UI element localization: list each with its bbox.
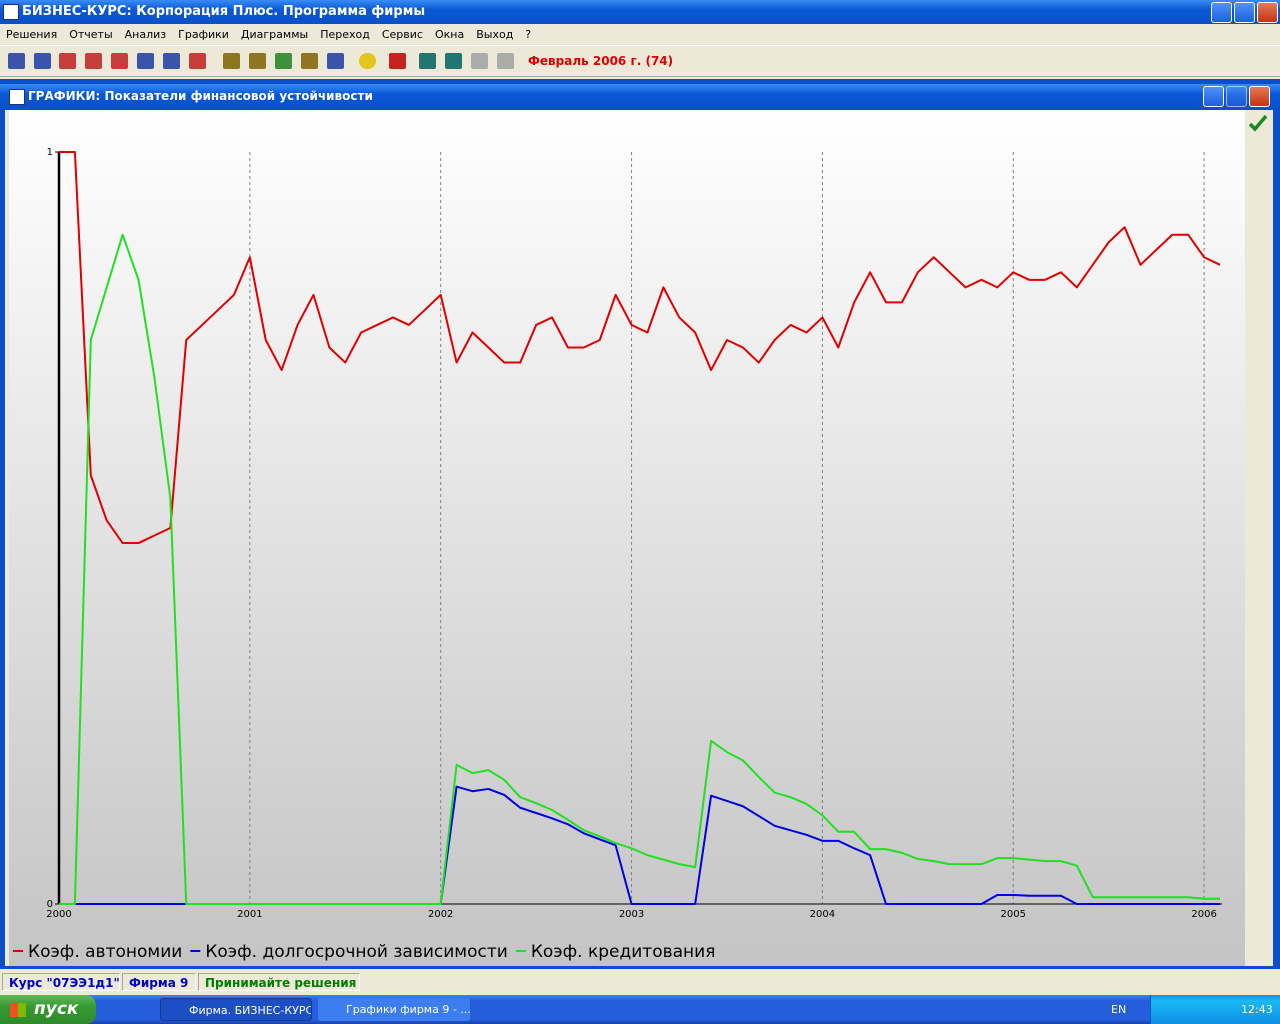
toolbar-button[interactable] — [497, 53, 514, 69]
child-title-bar: ГРАФИКИ: Показатели финансовой устойчиво… — [0, 84, 1280, 110]
child-icon — [9, 89, 25, 105]
toolbar-button[interactable] — [163, 53, 180, 69]
taskbar: пуск Фирма. БИЗНЕС-КУРС Графики фирма 9 … — [0, 995, 1280, 1024]
child-maximize[interactable] — [1226, 86, 1247, 107]
title-bar: БИЗНЕС-КУРС: Корпорация Плюс. Программа … — [0, 0, 1280, 24]
toolbar-button[interactable] — [85, 53, 102, 69]
toolbar-button[interactable] — [223, 53, 240, 69]
x-tick-label: 2004 — [810, 909, 835, 920]
child-minimize[interactable] — [1203, 86, 1224, 107]
menu-item[interactable]: Диаграммы — [240, 28, 309, 41]
toolbar: Февраль 2006 г. (74) — [0, 45, 1280, 77]
menu-bar: Решения Отчеты Анализ Графики Диаграммы Перех… — [0, 24, 1280, 44]
menu-item[interactable]: Переход — [320, 28, 370, 41]
chart: 2000 2001 2002 2003 2004 2005 2006 0 1 Коэф. авто… — [9, 110, 1245, 966]
status-bar: Курс "07ЭЭ1д1" Фирма 9 Принимайте решени… — [0, 970, 1280, 995]
toolbar-button[interactable] — [59, 53, 76, 69]
x-tick-label: 2003 — [619, 909, 644, 920]
legend-label: Коэф. автономии — [28, 942, 182, 962]
child-close[interactable] — [1249, 86, 1270, 107]
toolbar-button[interactable] — [445, 53, 462, 69]
x-tick-label: 2006 — [1191, 909, 1216, 920]
toolbar-button[interactable] — [34, 53, 51, 69]
status-course: Курс "07ЭЭ1д1" — [2, 973, 120, 991]
toolbar-button[interactable] — [327, 53, 344, 69]
task-label: Фирма. БИЗНЕС-КУРС — [189, 1004, 312, 1017]
x-tick-label: 2002 — [428, 909, 453, 920]
series-line — [59, 151, 1221, 545]
toolbar-button[interactable] — [419, 53, 436, 69]
toolbar-button[interactable] — [137, 53, 154, 69]
y-tick-label: 1 — [47, 147, 53, 158]
x-tick-label: 2001 — [237, 909, 262, 920]
system-tray: EN 12:43 — [1111, 995, 1280, 1024]
status-firm: Фирма 9 — [122, 973, 196, 991]
legend-label: Коэф. долгосрочной зависимости — [205, 942, 508, 962]
menu-item[interactable]: Анализ — [124, 28, 167, 41]
toolbar-button[interactable] — [189, 53, 206, 69]
toolbar-button[interactable] — [471, 53, 488, 69]
x-tick-label: 2000 — [46, 909, 71, 920]
x-tick-label: 2005 — [1001, 909, 1026, 920]
clock: 12:43 — [1241, 1003, 1273, 1016]
toolbar-button[interactable] — [275, 53, 292, 69]
toolbar-button[interactable] — [111, 53, 128, 69]
app-icon — [3, 4, 19, 20]
window-title: БИЗНЕС-КУРС: Корпорация Плюс. Программа … — [22, 4, 426, 19]
series-line — [59, 233, 1220, 905]
menu-item[interactable]: Окна — [434, 28, 465, 41]
menu-item[interactable]: Решения — [6, 28, 58, 41]
y-tick-label: 0 — [47, 899, 53, 910]
period-label: Февраль 2006 г. (74) — [528, 54, 674, 68]
task-button[interactable]: Графики фирма 9 - ... — [318, 998, 470, 1021]
close-button[interactable] — [1257, 2, 1278, 23]
toolbar-button[interactable] — [389, 53, 406, 69]
start-label: пуск — [34, 999, 79, 1019]
status-message: Принимайте решения — [198, 973, 360, 991]
task-button[interactable]: Фирма. БИЗНЕС-КУРС — [160, 998, 312, 1021]
menu-item[interactable]: Отчеты — [69, 28, 113, 41]
start-button[interactable]: пуск — [0, 995, 96, 1024]
menu-item[interactable]: Графики — [178, 28, 229, 41]
legend-label: Коэф. кредитования — [531, 942, 716, 962]
start-logo — [10, 1003, 26, 1017]
toolbar-button[interactable] — [359, 53, 376, 69]
task-label: Графики фирма 9 - ... — [346, 1003, 470, 1016]
toolbar-button[interactable] — [301, 53, 318, 69]
plot-background — [9, 110, 1245, 966]
side-panel — [1246, 112, 1270, 964]
menu-item[interactable]: Сервис — [381, 28, 423, 41]
toolbar-button[interactable] — [249, 53, 266, 69]
maximize-button[interactable] — [1234, 2, 1255, 23]
language: EN — [1111, 1003, 1127, 1016]
minimize-button[interactable] — [1211, 2, 1232, 23]
confirm-button[interactable] — [1246, 112, 1270, 136]
toolbar-button[interactable] — [8, 53, 25, 69]
check-icon — [1248, 114, 1268, 132]
menu-item[interactable]: Выход — [476, 28, 514, 41]
child-title: ГРАФИКИ: Показатели финансовой устойчиво… — [28, 89, 373, 103]
menu-item[interactable]: ? — [525, 28, 532, 41]
